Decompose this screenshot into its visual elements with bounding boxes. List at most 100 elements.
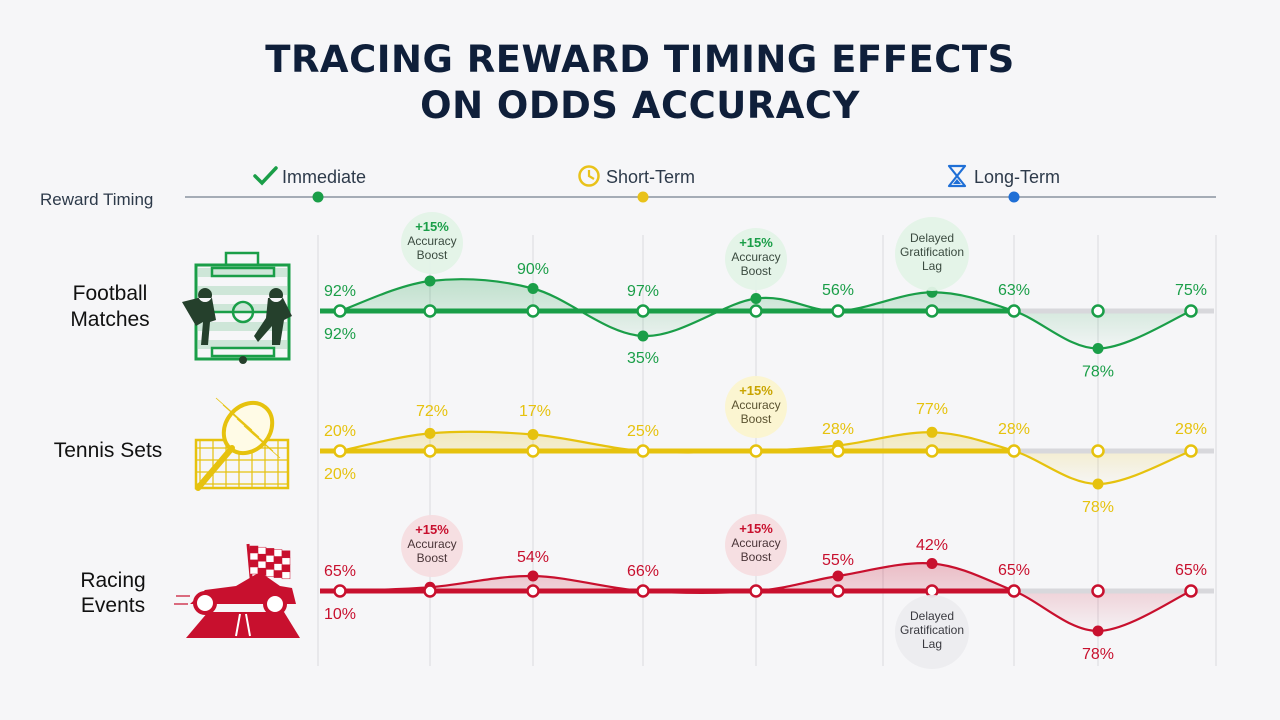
chart-title-line-1: TRACING REWARD TIMING EFFECTS [265,38,1015,81]
value-label: 77% [916,401,948,418]
baseline-start-label: 10% [324,606,356,623]
baseline-point [333,304,347,318]
value-label-below: 35% [627,350,659,367]
annotation-text: Boost [417,248,448,262]
value-label: 65% [998,562,1030,579]
value-label: 25% [627,423,659,440]
data-point [527,429,539,440]
data-point [527,283,539,294]
annotation-text: Accuracy [731,250,780,264]
baseline-point [423,304,437,318]
baseline-point [1007,584,1021,598]
baseline-point [423,584,437,598]
annotation-text: Lag [922,637,942,651]
annotation-text: +15% [739,383,773,398]
annotation-text: +15% [415,522,449,537]
annotation-text: Delayed [910,609,954,623]
annotation-text: Boost [417,551,448,565]
data-point [750,293,762,304]
series-area [340,563,1191,631]
annotation-text: Lag [922,259,942,273]
timeline-marker-label: Long-Term [974,167,1060,187]
annotation-text: Boost [741,264,772,278]
timeline-dot [1008,191,1020,203]
baseline-point [831,444,845,458]
baseline-point [526,584,540,598]
data-point [424,427,436,439]
baseline-point [749,584,763,598]
series-name: Events [81,594,145,617]
baseline-point [423,444,437,458]
timeline-label: Reward Timing [40,190,153,209]
timeline-marker-label: Immediate [282,167,366,187]
value-label: 63% [998,282,1030,299]
series-name: Football [73,282,148,305]
value-label: 66% [627,563,659,580]
data-point [637,330,649,342]
data-point [926,558,938,569]
value-label: 28% [998,421,1030,438]
timeline-dot [312,191,324,203]
check-icon [253,166,278,186]
baseline-point [1091,584,1105,598]
data-point [926,426,938,438]
race-car-flag-icon [174,543,300,638]
baseline-point [636,444,650,458]
value-label: 90% [517,261,549,278]
series-line [339,562,1192,633]
value-label-below: 78% [1082,646,1114,663]
baseline-point [925,304,939,318]
value-label-below: 78% [1082,499,1114,516]
football-pitch-icon [182,251,292,364]
timeline-marker-label: Short-Term [606,167,695,187]
baseline-point [831,304,845,318]
annotation-text: Gratification [900,245,964,259]
baseline-point [636,584,650,598]
baseline-start-label: 20% [324,466,356,483]
value-label: 92% [324,283,356,300]
series-football: 92% 90% 97% 56% 63% 75% 92% 35% 78% Football Match… [70,261,1214,381]
baseline-point [1007,304,1021,318]
annotation-text: Boost [741,550,772,564]
baseline-point [1007,444,1021,458]
annotation-text: Boost [741,412,772,426]
baseline-point [749,444,763,458]
annotation-text: Accuracy [407,234,456,248]
baseline-point [925,584,939,598]
hourglass-icon [947,164,967,188]
value-label: 56% [822,282,854,299]
baseline-point [526,304,540,318]
baseline-point [925,444,939,458]
value-label: 28% [822,421,854,438]
baseline-point [526,444,540,458]
annotation-text: +15% [739,521,773,536]
baseline-point [1091,444,1105,458]
annotation-text: Accuracy [407,537,456,551]
clock-icon [578,165,600,187]
series-line [339,430,1192,486]
baseline-point [1184,584,1198,598]
annotation-text: Accuracy [731,398,780,412]
series-name: Tennis Sets [54,439,163,462]
annotation-text: +15% [415,219,449,234]
chart-title-line-2: ON ODDS ACCURACY [420,84,860,127]
data-point [832,570,844,582]
data-point [527,570,539,582]
value-label: 17% [519,403,551,420]
tennis-racket-icon [194,397,290,491]
series-tennis: 20% 72% 17% 25% 28% 77% 28% 28% 20% 78% Tennis Set… [54,401,1214,516]
data-point [1092,625,1104,637]
value-label: 65% [1175,562,1207,579]
value-label: 65% [324,563,356,580]
annotation-text: Accuracy [731,536,780,550]
timeline-dot [637,191,649,203]
baseline-point [749,304,763,318]
